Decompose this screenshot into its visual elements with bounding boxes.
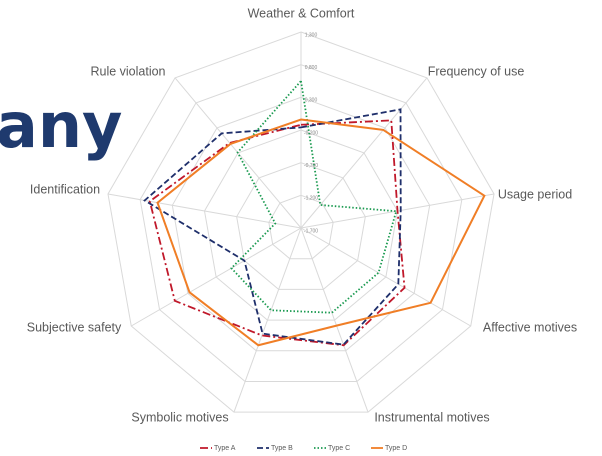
tick-label: 0,300 xyxy=(305,98,318,104)
legend-label: Type A xyxy=(214,445,236,452)
spoke xyxy=(131,227,302,327)
tick-label: -1,200 xyxy=(304,196,318,202)
series xyxy=(143,78,486,347)
grid-ring xyxy=(171,96,431,352)
axis-label: Frequency of use xyxy=(428,64,525,78)
spoke xyxy=(107,193,302,229)
tick-label: 0,800 xyxy=(305,65,318,71)
axis-label: Rule violation xyxy=(90,64,165,78)
axis-label: Usage period xyxy=(498,187,572,201)
axis-label: Instrumental motives xyxy=(374,410,489,424)
series-line xyxy=(156,118,486,347)
grid-ring xyxy=(268,194,334,260)
series-line xyxy=(148,119,406,347)
grid-ring xyxy=(139,64,463,382)
grid xyxy=(107,31,495,413)
spoke xyxy=(300,227,369,413)
legend-label: Type D xyxy=(385,445,407,452)
axis-label: Symbolic motives xyxy=(131,410,228,424)
legend-label: Type B xyxy=(271,445,293,452)
grid-ring xyxy=(203,129,399,321)
legend-label: Type C xyxy=(328,445,350,452)
tick-label: 1,300 xyxy=(305,32,318,38)
axis-label: Identification xyxy=(30,182,100,196)
spoke xyxy=(233,227,302,413)
spoke xyxy=(300,77,428,229)
axis-label: Subjective safety xyxy=(27,320,122,334)
labels: 1,300 0,800 0,300 -0,200 -0,700 -1,200 -1,700 W… xyxy=(27,6,577,452)
tick-label: -1,700 xyxy=(304,228,318,234)
axis-label: Weather & Comfort xyxy=(248,6,355,20)
tick-label: -0,700 xyxy=(304,163,318,169)
grid-ring xyxy=(236,162,366,290)
series-line xyxy=(230,78,398,314)
series-line xyxy=(143,108,402,346)
tick-label: -0,200 xyxy=(304,130,318,136)
grid-ring xyxy=(107,31,495,413)
overlay-text: any xyxy=(0,89,122,162)
axis-label: Affective motives xyxy=(483,320,577,334)
spoke xyxy=(300,227,471,327)
